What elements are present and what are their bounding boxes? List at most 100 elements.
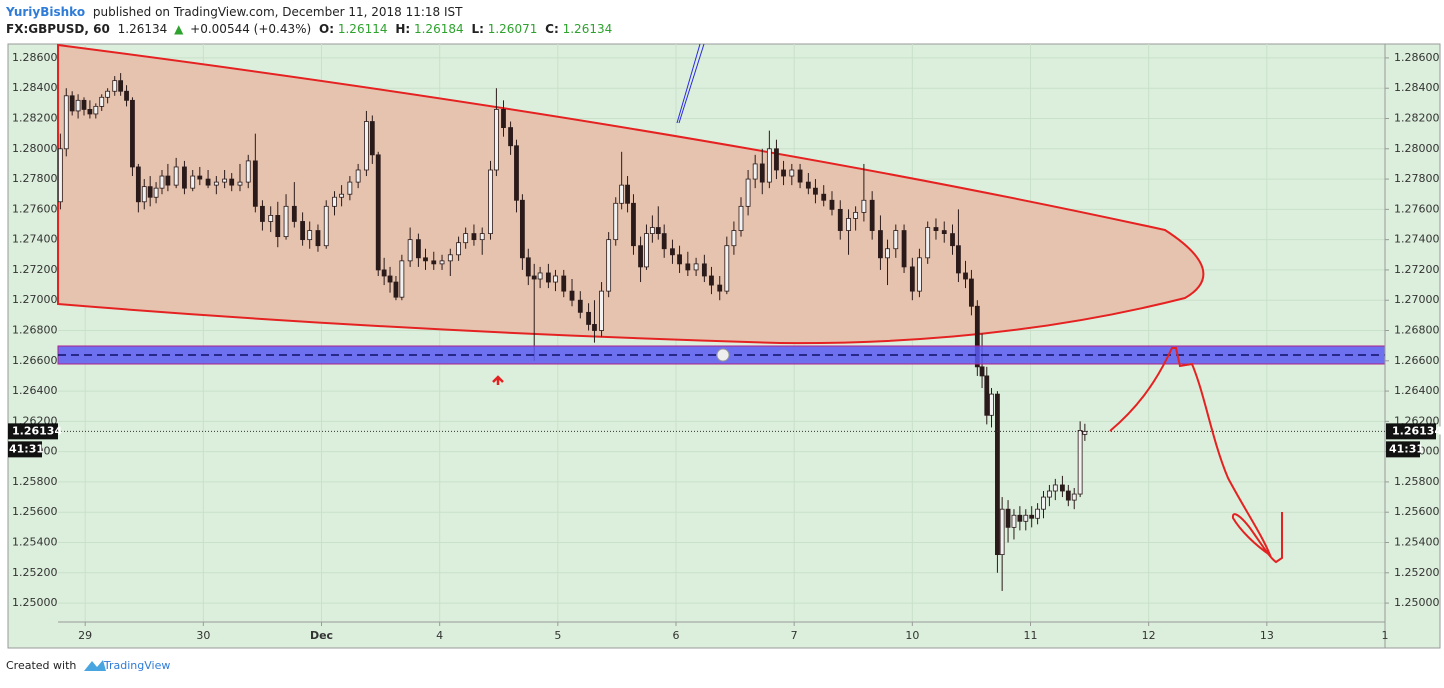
x-tick-label: 5 (554, 629, 561, 642)
y-tick-label: 1.26400 (1394, 384, 1440, 397)
candle-body (355, 169, 361, 183)
candle-body (878, 230, 883, 259)
candle-body (479, 233, 485, 241)
candle-body (165, 175, 171, 186)
candle-body (781, 169, 786, 177)
candle-body (488, 169, 493, 234)
candle-body (205, 178, 211, 186)
candle-body (789, 169, 795, 177)
price-tag-label: 1.26134 (12, 424, 62, 437)
candle-body (493, 109, 499, 171)
x-tick-label: 1 (1382, 629, 1389, 642)
candle-body (339, 193, 344, 198)
candle-body (797, 169, 803, 183)
candle-body (75, 99, 81, 112)
candle-body (93, 105, 99, 115)
countdown-label: 41:31 (1389, 442, 1424, 455)
x-tick-label: 13 (1260, 629, 1274, 642)
h-value: 1.26184 (414, 22, 464, 36)
candle-body (701, 263, 707, 277)
x-tick-label: Dec (310, 629, 333, 642)
candle-body (237, 181, 243, 186)
candle-body (586, 311, 591, 325)
l-value: 1.26071 (488, 22, 538, 36)
candle-body (1047, 490, 1052, 498)
candle-body (693, 263, 699, 271)
candle-body (561, 275, 567, 292)
candle-body (141, 186, 147, 203)
candle-body (685, 263, 691, 271)
y-tick-label: 1.27000 (12, 293, 58, 306)
candle-body (105, 90, 111, 98)
candle-body (631, 202, 636, 247)
candle-body (1011, 514, 1017, 528)
y-tick-label: 1.28600 (12, 51, 58, 64)
candle-body (1029, 514, 1035, 519)
trend-line (676, 43, 701, 124)
candle-body (190, 175, 196, 189)
candle-body (381, 269, 387, 277)
candle-body (655, 227, 661, 234)
x-tick-label: 12 (1142, 629, 1156, 642)
candle-body (950, 233, 955, 247)
candle-body (724, 245, 730, 292)
y-tick-label: 1.27600 (12, 202, 58, 215)
candle-body (364, 121, 369, 171)
candle-body (869, 199, 875, 231)
candle-body (821, 193, 827, 201)
y-tick-label: 1.28400 (12, 81, 58, 94)
candle-body (917, 257, 922, 292)
y-tick-label: 1.26800 (1394, 324, 1440, 337)
up-arrow: ▲ (174, 22, 184, 36)
candle-body (553, 275, 558, 283)
candle-body (577, 299, 583, 313)
x-tick-label: 30 (196, 629, 210, 642)
candle-body (300, 221, 306, 241)
x-tick-label: 7 (791, 629, 798, 642)
candle-body (99, 96, 105, 107)
candle-body (853, 211, 859, 219)
candle-body (439, 260, 445, 265)
y-tick-label: 1.26600 (1394, 354, 1440, 367)
candle-body (393, 281, 399, 298)
brand[interactable]: TradingView (103, 659, 170, 672)
candle-body (745, 178, 751, 207)
candle-body (837, 208, 843, 231)
header-line: YuriyBishko published on TradingView.com… (5, 5, 463, 19)
y-tick-label: 1.27400 (12, 233, 58, 246)
candle-body (407, 239, 413, 262)
y-tick-label: 1.27400 (1394, 233, 1440, 246)
candle-body (332, 196, 337, 207)
x-tick-label: 11 (1024, 629, 1038, 642)
arrow-drawing (492, 375, 504, 385)
y-tick-label: 1.28000 (12, 142, 58, 155)
candle-body (545, 272, 551, 283)
candle-body (1005, 508, 1011, 528)
candle-body (323, 205, 329, 247)
price-tag (8, 423, 58, 440)
candle-body (456, 242, 461, 256)
candle-body (525, 257, 531, 277)
o-value: 1.26114 (338, 22, 388, 36)
anchor-handle[interactable] (716, 348, 730, 362)
y-tick-label: 1.26400 (12, 384, 58, 397)
author[interactable]: YuriyBishko (5, 5, 85, 19)
ellipse-drawing (57, 43, 1205, 345)
candle-body (766, 148, 772, 183)
candle-body (514, 145, 519, 201)
symbol-line: FX:GBPUSD, 60 1.26134 ▲ +0.00544 (+0.43%… (6, 22, 612, 36)
candle-body (159, 175, 165, 189)
symbol: FX:GBPUSD, 60 (6, 22, 110, 36)
candle-body (431, 260, 437, 265)
candle-body (537, 272, 543, 280)
candle-body (644, 233, 649, 268)
x-tick-label: 29 (78, 629, 92, 642)
candle-body (731, 230, 737, 247)
y-tick-label: 1.26600 (12, 354, 58, 367)
candle-body (885, 248, 890, 259)
candle-body (805, 181, 811, 189)
candle-body (933, 227, 939, 231)
candle-body (909, 266, 915, 292)
candle-body (463, 233, 469, 244)
